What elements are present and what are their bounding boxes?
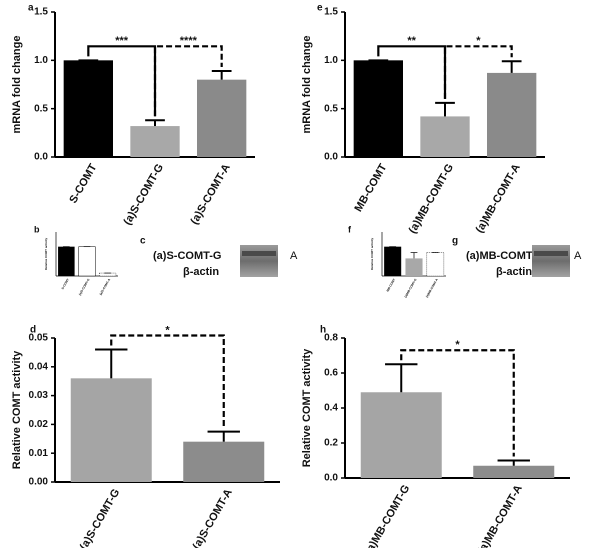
bar [78,246,96,277]
bar [99,272,117,277]
significance-label: * [476,35,481,47]
bar [426,252,445,277]
panel-letter: h [320,325,326,336]
blot-image [240,245,278,277]
y-tick-label: 1.5 [324,7,338,18]
significance-bracket [87,45,157,117]
x-tick-label: S-COMT [61,278,70,290]
y-tick-label: 0.00 [29,477,49,488]
blot-marker: A [290,250,298,262]
y-axis-label: mRNA fold change [11,36,23,134]
bar [487,72,537,157]
y-tick-label: 0.4 [324,403,338,414]
bar [384,246,402,276]
significance-bracket [400,349,515,457]
blot-band [534,251,568,256]
bar [70,378,152,482]
blot-label: (a)S-COMT-G [153,250,221,262]
significance-label: **** [180,35,198,47]
panel-letter: d [30,325,36,336]
bar [197,79,247,157]
y-tick-label: 1.0 [34,55,48,66]
y-axis-label: Relative COMT activity [44,237,48,270]
panel-letter: b [34,224,40,234]
blot-label: (a)MB-COMT-G [466,250,544,262]
bar [58,246,75,276]
y-tick-label: 0.5 [324,103,338,114]
y-tick-label: 0.05 [29,333,49,344]
y-tick-label: 0.04 [29,361,49,372]
panel-letter: a [28,3,34,14]
blot-control: β-actin [183,266,219,278]
significance-label: *** [115,35,129,47]
y-tick-label: 0.8 [324,333,338,344]
significance-label: * [455,339,460,351]
bar [405,258,423,276]
blot-band [242,251,276,256]
significance-label: * [165,324,170,336]
panel-letter: c [140,236,146,247]
significance-bracket [377,45,447,99]
y-axis-label: mRNA fold change [301,36,313,134]
bar [130,126,180,157]
significance-bracket [153,45,223,117]
y-tick-label: 0.0 [34,152,48,163]
significance-bracket [443,45,513,99]
y-axis-label: Relative COMT activity [370,237,374,270]
blot-control: β-actin [496,266,532,278]
y-tick-label: 0.2 [324,438,338,449]
bar [63,60,113,158]
y-axis-label: Relative COMT activity [301,348,313,467]
significance-label: ** [407,35,416,47]
blot-marker: A [574,250,582,262]
y-tick-label: 0.0 [324,473,338,484]
significance-bracket [110,334,225,428]
y-tick-label: 0.0 [324,152,338,163]
y-tick-label: 0.01 [29,448,49,459]
panel-letter: f [348,224,352,234]
panel-letter: e [317,3,323,14]
y-axis-label: Relative COMT activity [11,350,23,469]
y-tick-label: 1.5 [34,7,48,18]
bar [420,116,470,157]
blot-image [532,245,570,277]
y-tick-label: 0.5 [34,103,48,114]
y-tick-label: 0.03 [29,390,49,401]
bar [183,441,265,482]
bar [360,392,442,478]
y-tick-label: 1.0 [324,55,338,66]
x-tick-label: MB-COMT [386,278,397,293]
bar [353,60,403,158]
panel-letter: g [452,236,458,247]
y-tick-label: 0.6 [324,368,338,379]
y-tick-label: 0.02 [29,419,49,430]
bar [473,465,555,478]
